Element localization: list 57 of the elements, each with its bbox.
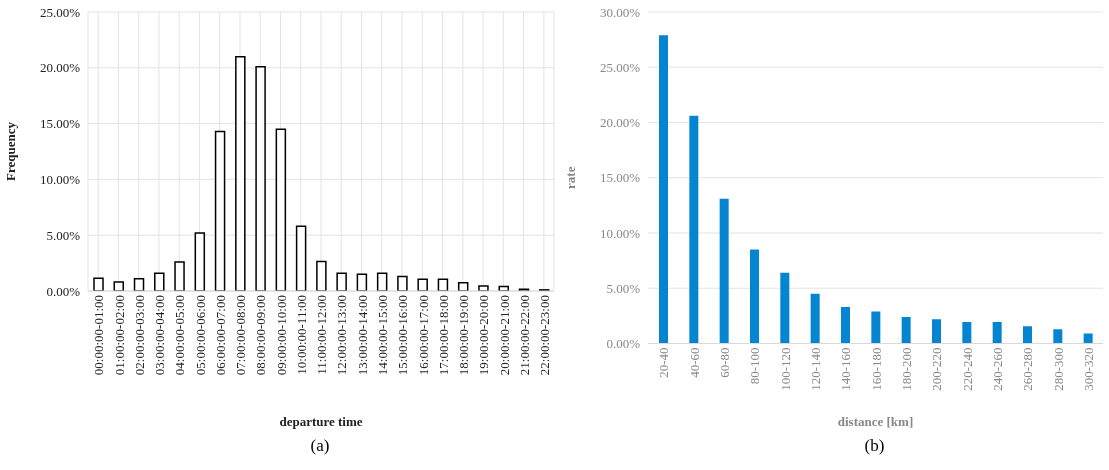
x-tick-label: 07:00:00-08:00	[233, 295, 249, 376]
x-tick-label: 22:00:00-23:00	[537, 295, 553, 376]
y-tick-label: 30.00%	[599, 4, 641, 20]
x-tick-label: 19:00:00-20:00	[476, 295, 492, 376]
x-tick-label: 01:00:00-02:00	[111, 295, 127, 376]
x-tick-label: 280-300	[1050, 347, 1066, 391]
x-tick-label: 160-180	[868, 347, 884, 391]
x-tick-label: 18:00:00-19:00	[456, 295, 472, 376]
x-tick-label: 04:00:00-05:00	[172, 295, 188, 376]
x-tick-label: 16:00:00-17:00	[415, 295, 431, 376]
y-axis-title: Frequency	[2, 121, 18, 181]
x-tick-label: 12:00:00-13:00	[334, 295, 350, 376]
x-tick-label: 03:00:00-04:00	[152, 295, 168, 376]
x-tick-label: 10:00:00-11:00	[293, 295, 309, 375]
y-tick-label: 25.00%	[599, 59, 641, 75]
x-tick-label: 300-320	[1081, 347, 1097, 391]
x-tick-label: 220-240	[959, 347, 975, 391]
x-tick-label: 120-140	[808, 347, 824, 391]
y-tick-label: 0.00%	[46, 283, 81, 299]
x-tick-label: 80-100	[747, 347, 763, 385]
x-axis-title: departure time	[279, 414, 363, 429]
x-tick-label: 06:00:00-07:00	[212, 295, 228, 376]
x-tick-label: 15:00:00-16:00	[395, 295, 411, 376]
y-tick-label: 15.00%	[599, 170, 641, 186]
y-tick-label: 25.00%	[39, 4, 81, 20]
x-tick-label: 20-40	[656, 347, 672, 378]
text: (a)	[309, 436, 331, 456]
x-tick-label: 260-280	[1020, 347, 1036, 391]
x-tick-label: 240-260	[990, 347, 1006, 391]
y-tick-label: 5.00%	[606, 280, 641, 296]
x-tick-label: 14:00:00-15:00	[375, 295, 391, 376]
x-tick-label: 20:00:00-21:00	[496, 295, 512, 376]
y-tick-label: 20.00%	[39, 60, 81, 76]
y-tick-label: 15.00%	[39, 116, 81, 132]
x-tick-label: 11:00:00-12:00	[314, 295, 330, 375]
x-tick-label: 08:00:00-09:00	[253, 295, 269, 376]
x-tick-label: 60-80	[717, 347, 733, 378]
x-tick-label: 09:00:00-10:00	[273, 295, 289, 376]
x-tick-label: 13:00:00-14:00	[354, 295, 370, 376]
x-tick-label: 21:00:00-22:00	[516, 295, 532, 376]
y-tick-label: 0.00%	[606, 336, 641, 352]
x-tick-label: 05:00:00-06:00	[192, 295, 208, 376]
x-tick-label: 140-160	[838, 347, 854, 391]
y-tick-label: 20.00%	[599, 115, 641, 131]
x-tick-label: 00:00:00-01:00	[91, 295, 107, 376]
x-tick-label: 02:00:00-03:00	[131, 295, 147, 376]
y-axis-title: rate	[562, 166, 578, 189]
x-tick-label: 17:00:00-18:00	[435, 295, 451, 376]
y-tick-label: 10.00%	[39, 172, 81, 188]
x-tick-label: 200-220	[929, 347, 945, 391]
x-tick-label: 100-120	[777, 347, 793, 391]
x-tick-label: 40-60	[686, 347, 702, 378]
y-tick-label: 10.00%	[599, 225, 641, 241]
x-axis-title: distance [km]	[837, 414, 914, 429]
x-tick-label: 180-200	[899, 347, 915, 391]
y-tick-label: 5.00%	[46, 227, 81, 243]
text: (b)	[863, 436, 886, 456]
